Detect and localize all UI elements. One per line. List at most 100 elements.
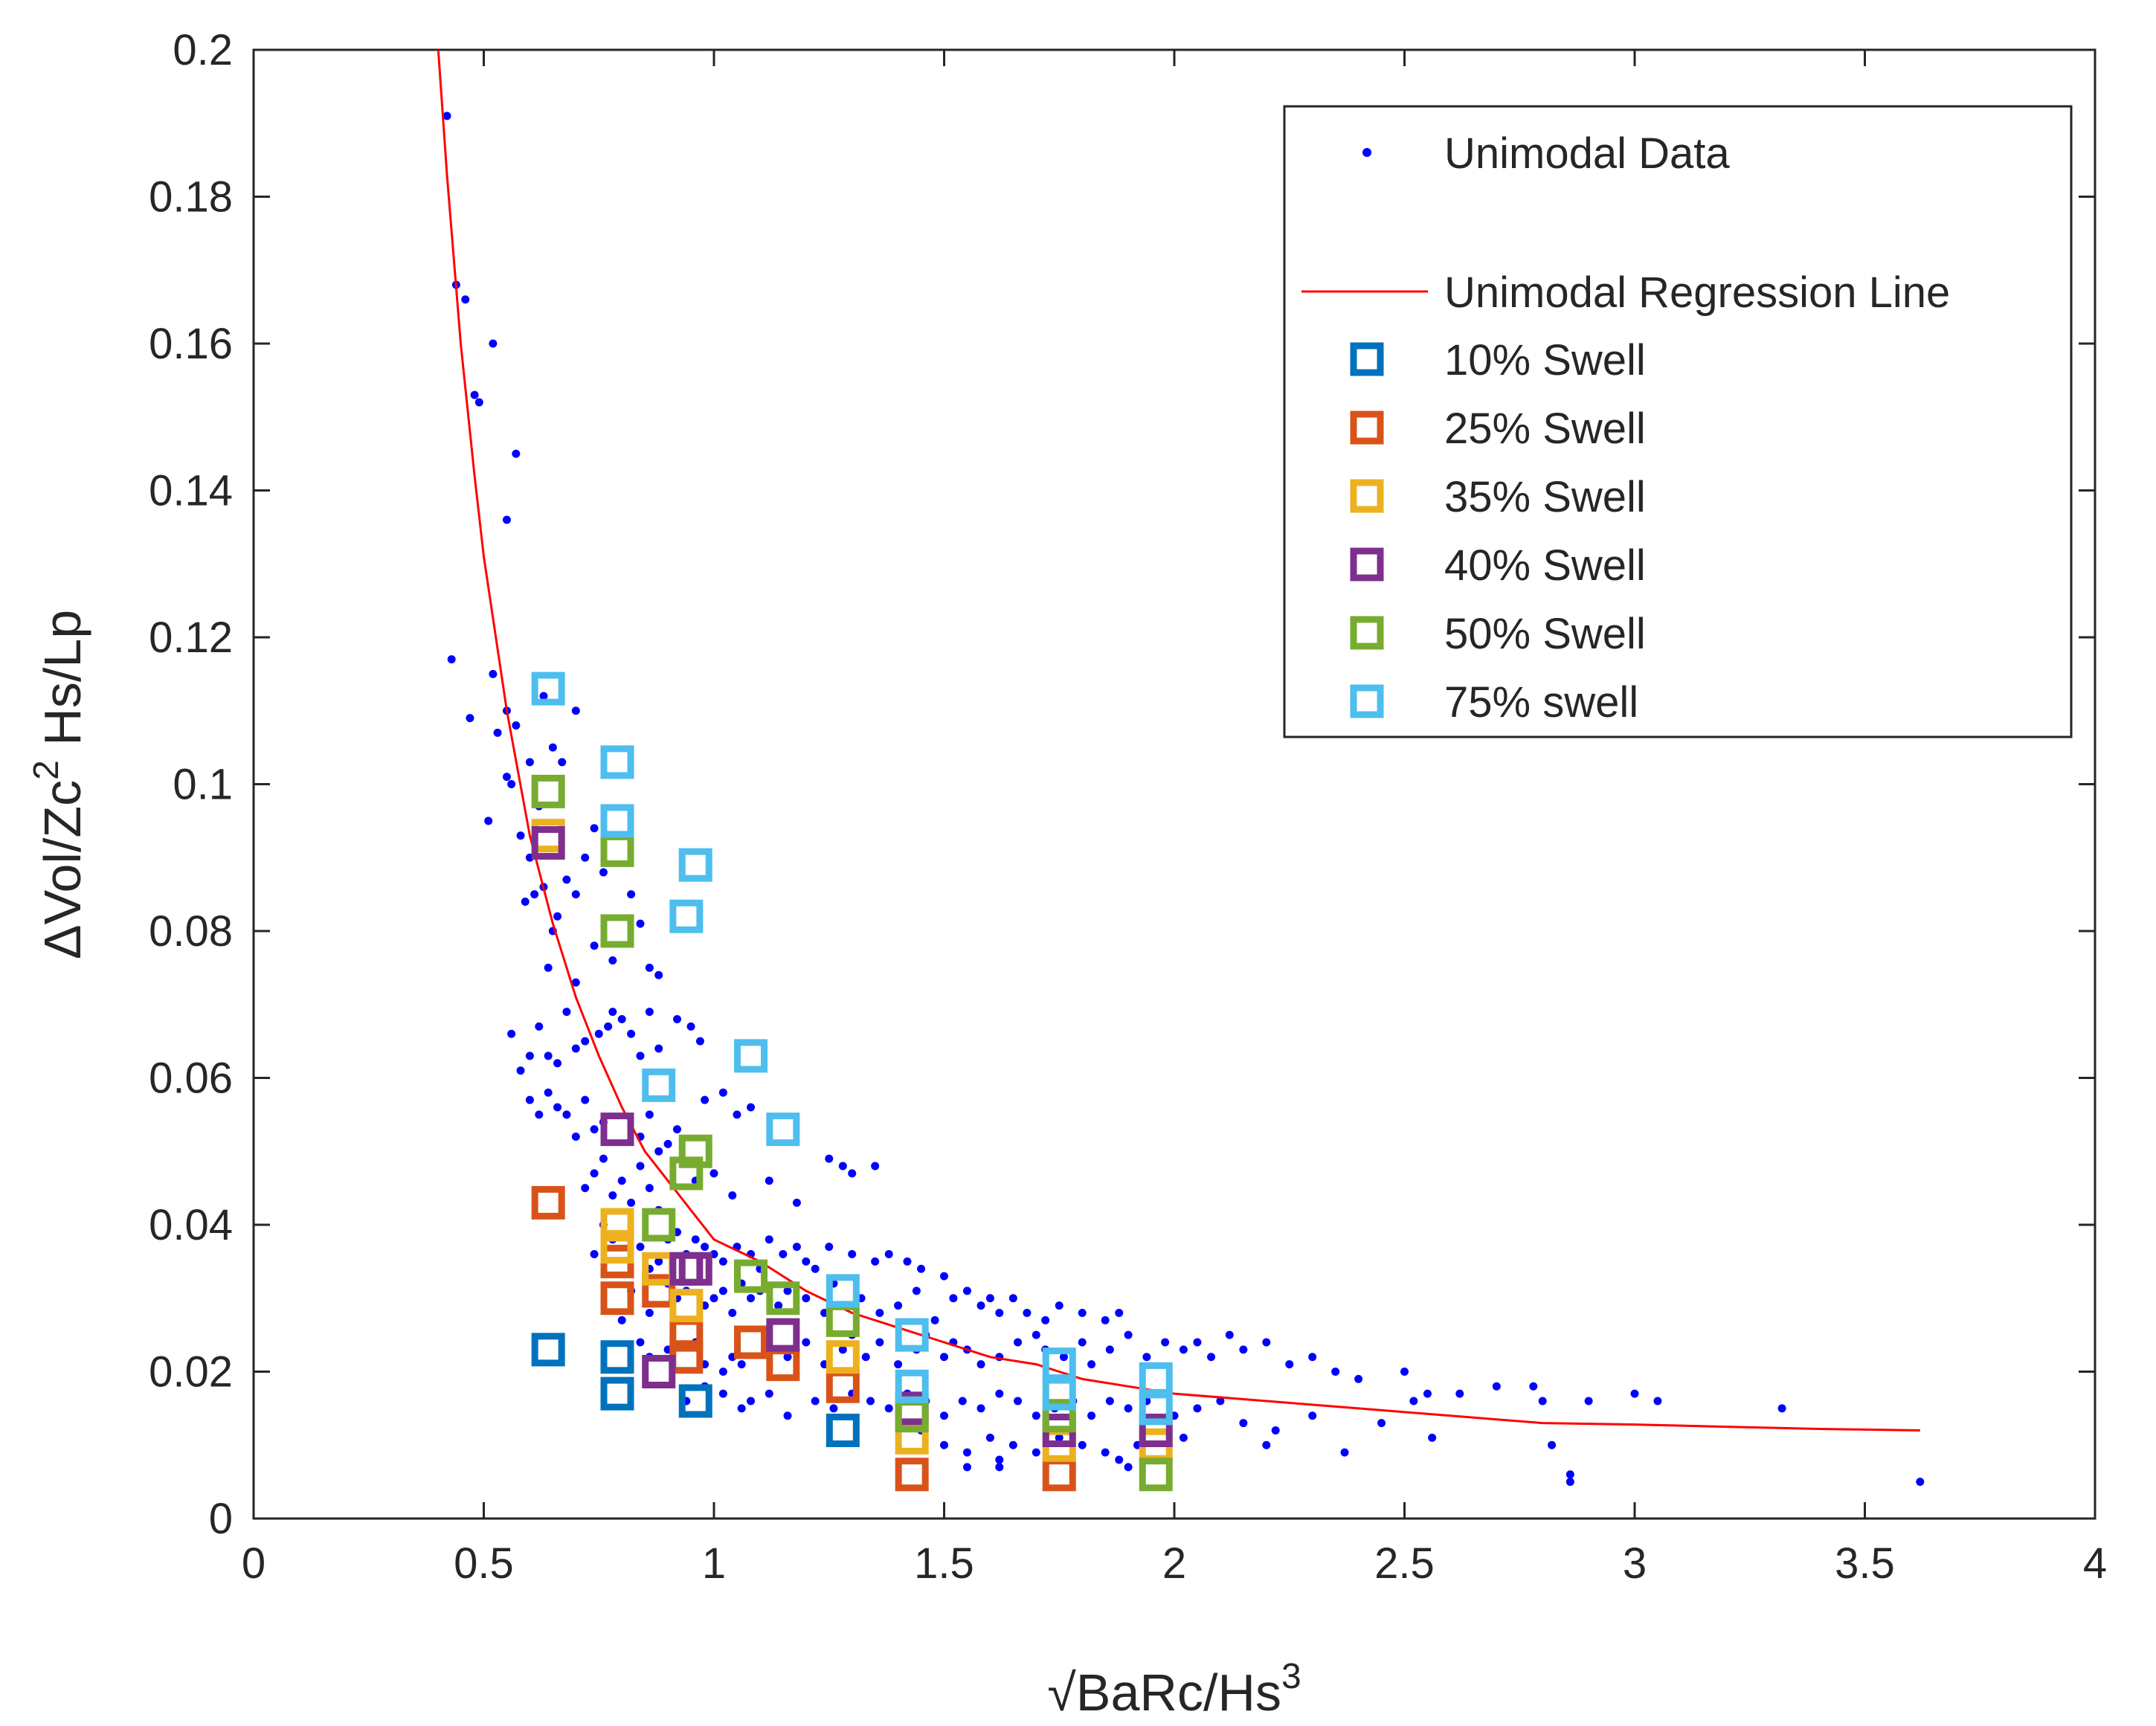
series-10-swell — [531, 1333, 860, 1447]
data-point — [903, 1257, 912, 1266]
data-point — [1538, 1397, 1547, 1405]
data-point — [443, 112, 451, 120]
swell-marker — [734, 1259, 768, 1293]
data-point — [718, 1368, 727, 1376]
data-point — [962, 1287, 971, 1295]
swell-marker — [766, 1112, 800, 1147]
data-point — [1308, 1411, 1317, 1420]
y-tick-label: 0.04 — [149, 1201, 233, 1249]
data-point — [728, 1309, 737, 1317]
data-point — [871, 1162, 880, 1170]
data-point — [466, 714, 474, 723]
data-point — [1653, 1397, 1662, 1405]
data-point — [571, 1133, 580, 1141]
data-point — [737, 1404, 746, 1413]
data-point — [912, 1287, 921, 1295]
legend-symbol-square — [1350, 479, 1384, 513]
x-axis-label-text: BaRc/Hs — [1076, 1664, 1281, 1722]
data-point — [581, 1184, 590, 1193]
data-point — [617, 1015, 626, 1023]
data-point — [489, 669, 498, 678]
series-50-swell — [531, 774, 1173, 1492]
data-point — [654, 1147, 663, 1156]
data-point — [1340, 1448, 1349, 1457]
data-point — [917, 1264, 926, 1273]
data-point — [516, 1066, 525, 1075]
swell-marker — [1139, 1414, 1173, 1447]
data-point — [848, 1169, 857, 1178]
data-point — [701, 1243, 709, 1252]
data-point — [571, 706, 580, 715]
data-point — [783, 1411, 792, 1420]
swell-marker — [669, 1289, 704, 1323]
data-point — [571, 1044, 580, 1053]
data-point — [654, 1044, 663, 1053]
data-point — [525, 1095, 534, 1104]
data-point — [1078, 1440, 1087, 1449]
data-point — [604, 1022, 613, 1031]
y-tick-label: 0.08 — [149, 907, 233, 956]
swell-marker — [642, 1355, 676, 1388]
data-point — [1014, 1397, 1023, 1405]
data-point — [1354, 1374, 1363, 1383]
data-point — [608, 1191, 617, 1199]
data-point — [530, 890, 539, 899]
data-point — [733, 1110, 741, 1119]
data-point — [447, 655, 456, 664]
data-point — [1101, 1448, 1110, 1457]
data-point — [645, 1309, 654, 1317]
data-point — [1059, 1353, 1068, 1362]
y-tick-label: 0.14 — [149, 467, 233, 515]
legend-label: Unimodal Data — [1444, 129, 1730, 178]
data-point — [521, 898, 530, 906]
data-point — [562, 875, 571, 884]
data-point — [617, 1176, 626, 1185]
data-point — [1377, 1419, 1386, 1428]
legend-box — [1283, 105, 2073, 738]
data-point — [962, 1463, 971, 1472]
data-point — [654, 970, 663, 979]
data-point — [747, 1103, 756, 1112]
x-axis-label-superscript: 3 — [1281, 1657, 1301, 1696]
data-point — [1032, 1411, 1040, 1420]
data-point — [1008, 1440, 1017, 1449]
data-point — [493, 728, 502, 737]
data-point — [783, 1287, 792, 1295]
data-point — [525, 1052, 534, 1060]
swell-marker — [1139, 1391, 1173, 1426]
data-point — [1115, 1455, 1124, 1464]
data-point — [512, 721, 521, 730]
legend-entry: 50% Swell — [1350, 610, 1646, 658]
data-point — [695, 1037, 704, 1046]
y-tick-label: 0.2 — [173, 26, 233, 74]
data-point — [894, 1360, 903, 1369]
data-point — [871, 1257, 880, 1266]
legend-label: 75% swell — [1444, 678, 1638, 727]
data-point — [1207, 1353, 1216, 1362]
data-point — [825, 1243, 834, 1252]
data-point — [1565, 1478, 1574, 1487]
data-point — [525, 758, 534, 767]
data-point — [976, 1301, 985, 1310]
data-point — [940, 1411, 948, 1420]
data-point — [995, 1455, 1004, 1464]
data-point — [544, 1052, 553, 1060]
data-point — [1055, 1301, 1063, 1310]
swell-marker — [678, 848, 712, 882]
data-point — [474, 398, 483, 407]
data-point — [875, 1338, 884, 1347]
data-point — [617, 1316, 626, 1324]
data-point — [861, 1353, 870, 1362]
y-axis-label-text: ΔVol/Zc — [33, 780, 91, 959]
data-point — [672, 1015, 681, 1023]
data-point — [553, 912, 562, 921]
data-point — [1548, 1440, 1557, 1449]
legend-entry: 35% Swell — [1350, 473, 1646, 521]
swell-marker — [642, 1068, 676, 1102]
data-point — [1041, 1316, 1050, 1324]
legend-entry: Unimodal Regression Line — [1301, 268, 1950, 317]
data-point — [1216, 1397, 1225, 1405]
data-point — [940, 1353, 948, 1362]
data-point — [686, 1022, 695, 1031]
data-point — [802, 1338, 811, 1347]
